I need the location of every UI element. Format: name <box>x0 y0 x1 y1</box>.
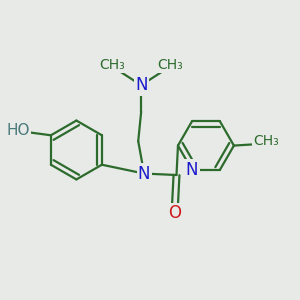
Text: CH₃: CH₃ <box>254 134 279 148</box>
Text: O: O <box>169 204 182 222</box>
Text: CH₃: CH₃ <box>99 58 124 72</box>
Text: CH₃: CH₃ <box>158 58 184 72</box>
Text: N: N <box>186 161 198 179</box>
Text: HO: HO <box>7 123 30 138</box>
Text: N: N <box>138 165 150 183</box>
Text: N: N <box>135 76 147 94</box>
